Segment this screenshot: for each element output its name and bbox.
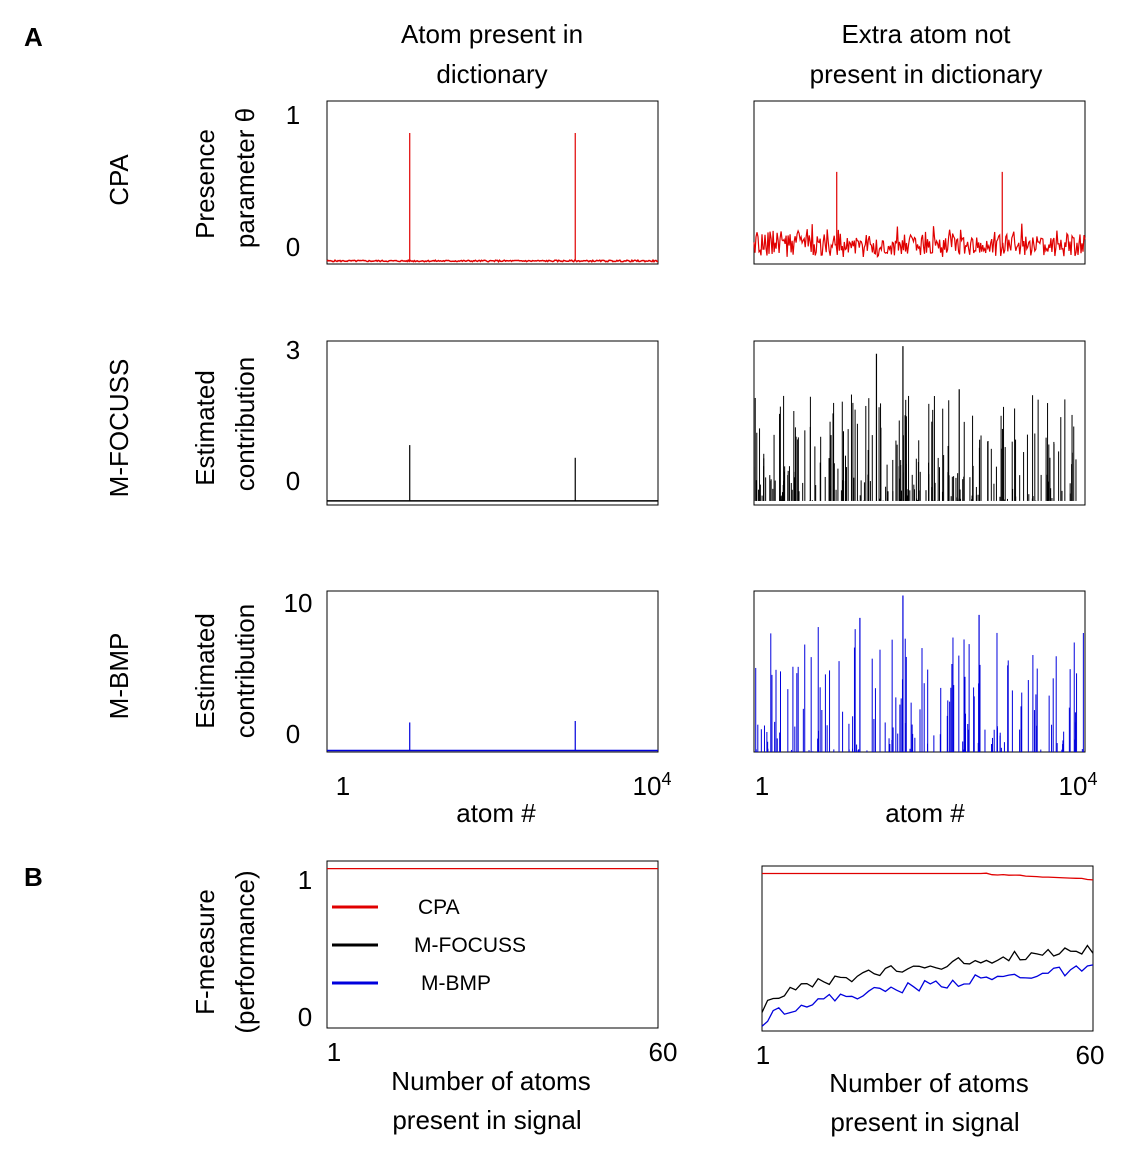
plot-f-extra bbox=[761, 872, 1094, 1027]
xtick-b-left-max: 60 bbox=[649, 1037, 678, 1067]
xlabel-b-left-line1: Number of atoms bbox=[391, 1066, 590, 1096]
ylabel-b-line2: (performance) bbox=[230, 870, 260, 1033]
ytick-mbmp-0: 0 bbox=[286, 719, 300, 749]
ylabel-cpa-line1: Presence bbox=[190, 129, 220, 239]
panel-letter-a: A bbox=[24, 22, 43, 52]
xlabel-right: atom # bbox=[885, 798, 965, 828]
ylabel-cpa-line2: parameter θ bbox=[230, 108, 260, 248]
frame-cpa-extra bbox=[753, 100, 1086, 265]
plot-mfocuss-extra bbox=[753, 346, 1077, 501]
plot-cpa-present bbox=[326, 132, 659, 263]
xtick-right-min: 1 bbox=[755, 771, 769, 801]
ylabel-mbmp-line2: contribution bbox=[230, 604, 260, 738]
baseline-trace bbox=[753, 223, 1086, 258]
legend: CPA M-FOCUSS M-BMP bbox=[332, 896, 526, 995]
row-label-cpa: CPA bbox=[104, 154, 134, 206]
plot-mfocuss-present bbox=[327, 445, 658, 502]
row-label-mbmp: M-BMP bbox=[104, 633, 134, 720]
column-title-left-line1: Atom present in bbox=[401, 19, 583, 49]
xlabel-b-right-line1: Number of atoms bbox=[829, 1068, 1028, 1098]
plot-cpa-extra bbox=[753, 171, 1086, 258]
xlabel-b-left-line2: present in signal bbox=[392, 1105, 581, 1135]
column-title-left-line2: dictionary bbox=[436, 59, 547, 89]
panel-letter-b: B bbox=[24, 862, 43, 892]
xlabel-left: atom # bbox=[456, 798, 536, 828]
frame-f-present bbox=[326, 860, 659, 1029]
ytick-cpa-0: 0 bbox=[286, 232, 300, 262]
frame-f-extra bbox=[761, 865, 1094, 1032]
series-line-m-bmp bbox=[761, 964, 1094, 1027]
ylabel-b-line1: F-measure bbox=[190, 889, 220, 1015]
legend-label-mfocuss: M-FOCUSS bbox=[414, 934, 526, 957]
xtick-right-max: 104 bbox=[1059, 769, 1098, 801]
ylabel-mfocuss-line2: contribution bbox=[230, 357, 260, 491]
xtick-b-right-max: 60 bbox=[1076, 1040, 1105, 1070]
column-title-right-line1: Extra atom not bbox=[841, 19, 1011, 49]
ytick-cpa-1: 1 bbox=[286, 100, 300, 130]
plot-mbmp-extra bbox=[755, 595, 1084, 752]
ytick-mfocuss-3: 3 bbox=[286, 335, 300, 365]
ytick-mbmp-10: 10 bbox=[284, 588, 313, 618]
legend-label-cpa: CPA bbox=[418, 896, 460, 919]
frame-cpa-present bbox=[326, 100, 659, 265]
ytick-b-1: 1 bbox=[298, 865, 312, 895]
xtick-left-max: 104 bbox=[633, 769, 672, 801]
ylabel-mbmp-line1: Estimated bbox=[190, 613, 220, 729]
xlabel-b-right-line2: present in signal bbox=[830, 1107, 1019, 1137]
frame-mbmp-present bbox=[326, 590, 659, 753]
frame-mfocuss-present bbox=[326, 340, 659, 506]
plot-mbmp-present bbox=[327, 720, 658, 752]
legend-label-mbmp: M-BMP bbox=[421, 972, 491, 995]
row-label-mfocuss: M-FOCUSS bbox=[104, 359, 134, 498]
column-title-right-line2: present in dictionary bbox=[810, 59, 1043, 89]
series-line-m-focuss bbox=[761, 944, 1094, 1013]
ytick-mfocuss-0: 0 bbox=[286, 466, 300, 496]
xtick-b-left-min: 1 bbox=[327, 1037, 341, 1067]
xtick-b-right-min: 1 bbox=[756, 1040, 770, 1070]
ylabel-mfocuss-line1: Estimated bbox=[190, 370, 220, 486]
xtick-left-min: 1 bbox=[336, 771, 350, 801]
frame-mfocuss-extra bbox=[753, 340, 1086, 506]
series-line-cpa bbox=[762, 872, 1094, 881]
baseline-trace bbox=[326, 258, 659, 263]
ytick-b-0: 0 bbox=[298, 1002, 312, 1032]
